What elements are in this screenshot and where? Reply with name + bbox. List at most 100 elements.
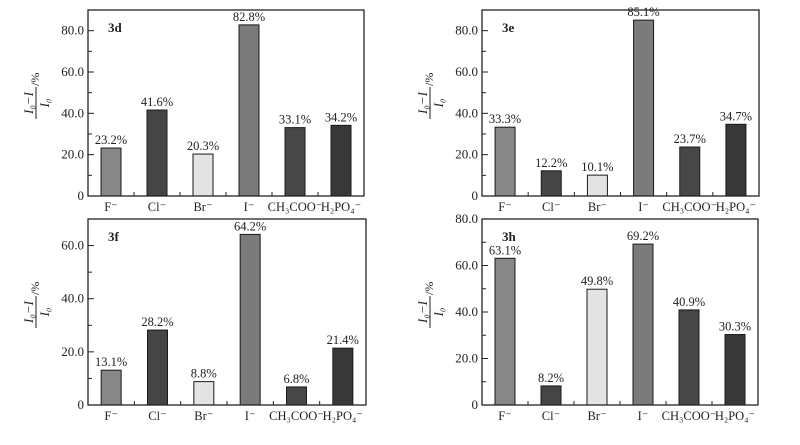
y-tick-label: 80.0 bbox=[455, 211, 478, 226]
bar bbox=[632, 243, 654, 406]
data-label: 30.3% bbox=[719, 320, 751, 334]
bar bbox=[330, 124, 352, 197]
y-tick-label: 0 bbox=[78, 397, 85, 412]
x-tick-label: CH₃COO⁻ bbox=[268, 200, 323, 214]
x-tick-label: F⁻ bbox=[498, 200, 512, 214]
chart-panel-3d: 23.2% F⁻ 41.6% Cl⁻ 20.3% Br⁻ 82.8% I⁻ 33.1% CH₃CO… bbox=[21, 9, 365, 214]
plot-frame bbox=[87, 218, 367, 406]
y-label-numerator: I₀−I bbox=[415, 300, 430, 324]
chart-panel-3e: 33.3% F⁻ 12.2% Cl⁻ 10.1% Br⁻ 85.1% I⁻ 23.7% CH₃CO… bbox=[415, 5, 760, 214]
bar bbox=[146, 109, 168, 197]
data-label: 33.1% bbox=[279, 113, 311, 127]
y-label-denominator: I₀ bbox=[431, 99, 446, 109]
y-tick-label: 20.0 bbox=[455, 351, 478, 366]
x-tick-label: Cl⁻ bbox=[148, 409, 166, 423]
bar bbox=[192, 153, 214, 197]
bar bbox=[540, 385, 562, 406]
panel-label: 3f bbox=[108, 229, 120, 244]
x-tick-label: Br⁻ bbox=[588, 200, 607, 214]
bar bbox=[494, 257, 516, 406]
panel-label: 3d bbox=[108, 20, 123, 35]
bar bbox=[724, 334, 746, 406]
bar bbox=[586, 174, 608, 197]
plot-frame bbox=[481, 9, 760, 197]
bar bbox=[286, 386, 307, 406]
y-tick-label: 20.0 bbox=[61, 344, 84, 359]
bar bbox=[284, 127, 306, 197]
x-tick-label: Cl⁻ bbox=[148, 200, 166, 214]
data-label: 6.8% bbox=[283, 372, 309, 386]
bar bbox=[725, 123, 747, 197]
y-axis-label: I₀−I I₀ /% bbox=[21, 282, 52, 328]
x-tick-label: Br⁻ bbox=[193, 200, 212, 214]
bar bbox=[633, 19, 655, 197]
data-label: 28.2% bbox=[141, 315, 173, 329]
x-tick-label: I⁻ bbox=[244, 200, 255, 214]
bar bbox=[494, 126, 516, 197]
y-label-unit: /% bbox=[422, 282, 436, 295]
data-label: 40.9% bbox=[673, 295, 705, 309]
y-axis-label: I₀−I I₀ /% bbox=[415, 73, 446, 119]
x-tick-label: I⁻ bbox=[245, 409, 256, 423]
y-tick-label: 40.0 bbox=[61, 105, 84, 120]
data-label: 85.1% bbox=[627, 5, 659, 19]
data-label: 41.6% bbox=[141, 95, 173, 109]
x-tick-label: I⁻ bbox=[638, 409, 649, 423]
bar bbox=[147, 329, 168, 406]
x-tick-label: CH₃COO⁻ bbox=[662, 409, 717, 423]
data-label: 8.2% bbox=[538, 371, 564, 385]
x-tick-label: H₂PO₄⁻ bbox=[715, 409, 755, 423]
y-label-numerator: I₀−I bbox=[415, 91, 430, 115]
x-tick-label: Cl⁻ bbox=[542, 200, 560, 214]
panel-label: 3e bbox=[502, 20, 515, 35]
y-tick-label: 60.0 bbox=[455, 258, 478, 273]
data-label: 34.2% bbox=[325, 110, 357, 124]
chart-panel-3f: 13.1% F⁻ 28.2% Cl⁻ 8.8% Br⁻ 64.2% I⁻ 6.8% CH₃COO⁻… bbox=[21, 218, 367, 423]
chart-panel-3h: 63.1% F⁻ 8.2% Cl⁻ 49.8% Br⁻ 69.2% I⁻ 40.9% CH₃COO… bbox=[415, 211, 759, 423]
y-axis-label: I₀−I I₀ /% bbox=[415, 282, 446, 328]
data-label: 64.2% bbox=[234, 219, 266, 233]
x-tick-label: CH₃COO⁻ bbox=[662, 200, 717, 214]
x-tick-label: Br⁻ bbox=[587, 409, 606, 423]
bar bbox=[332, 347, 354, 406]
data-label: 33.3% bbox=[489, 112, 521, 126]
data-label: 20.3% bbox=[187, 139, 219, 153]
data-label: 23.2% bbox=[95, 133, 127, 147]
x-tick-label: I⁻ bbox=[638, 200, 649, 214]
y-label-numerator: I₀−I bbox=[21, 300, 36, 324]
y-tick-label: 20.0 bbox=[61, 147, 84, 162]
x-tick-label: F⁻ bbox=[104, 200, 118, 214]
y-label-unit: /% bbox=[422, 73, 436, 86]
data-label: 23.7% bbox=[674, 132, 706, 146]
y-label-unit: /% bbox=[28, 73, 42, 86]
y-tick-label: 20.0 bbox=[455, 147, 478, 162]
y-tick-label: 0 bbox=[78, 188, 85, 203]
y-tick-label: 60.0 bbox=[61, 238, 84, 253]
y-label-denominator: I₀ bbox=[37, 308, 52, 318]
x-tick-label: H₂PO₄⁻ bbox=[716, 200, 756, 214]
y-label-unit: /% bbox=[28, 282, 42, 295]
x-tick-label: F⁻ bbox=[104, 409, 118, 423]
data-label: 12.2% bbox=[535, 156, 567, 170]
y-axis-label: I₀−I I₀ /% bbox=[21, 73, 52, 119]
y-tick-label: 0 bbox=[472, 397, 479, 412]
bar bbox=[193, 381, 215, 406]
y-tick-label: 80.0 bbox=[61, 23, 84, 38]
bar bbox=[239, 233, 261, 406]
data-label: 8.8% bbox=[191, 367, 217, 381]
data-label: 10.1% bbox=[581, 160, 613, 174]
data-label: 63.1% bbox=[489, 243, 521, 257]
data-label: 69.2% bbox=[627, 229, 659, 243]
panel-label: 3h bbox=[502, 229, 517, 244]
y-tick-label: 40.0 bbox=[455, 304, 478, 319]
x-tick-label: Cl⁻ bbox=[542, 409, 560, 423]
y-tick-label: 40.0 bbox=[61, 291, 84, 306]
y-label-denominator: I₀ bbox=[431, 308, 446, 318]
y-label-numerator: I₀−I bbox=[21, 91, 36, 115]
y-label-denominator: I₀ bbox=[37, 99, 52, 109]
x-tick-label: CH₃COO⁻ bbox=[269, 409, 324, 423]
y-tick-label: 60.0 bbox=[455, 64, 478, 79]
data-label: 13.1% bbox=[95, 355, 127, 369]
x-tick-label: H₂PO₄⁻ bbox=[323, 409, 363, 423]
plot-frame bbox=[87, 9, 365, 197]
